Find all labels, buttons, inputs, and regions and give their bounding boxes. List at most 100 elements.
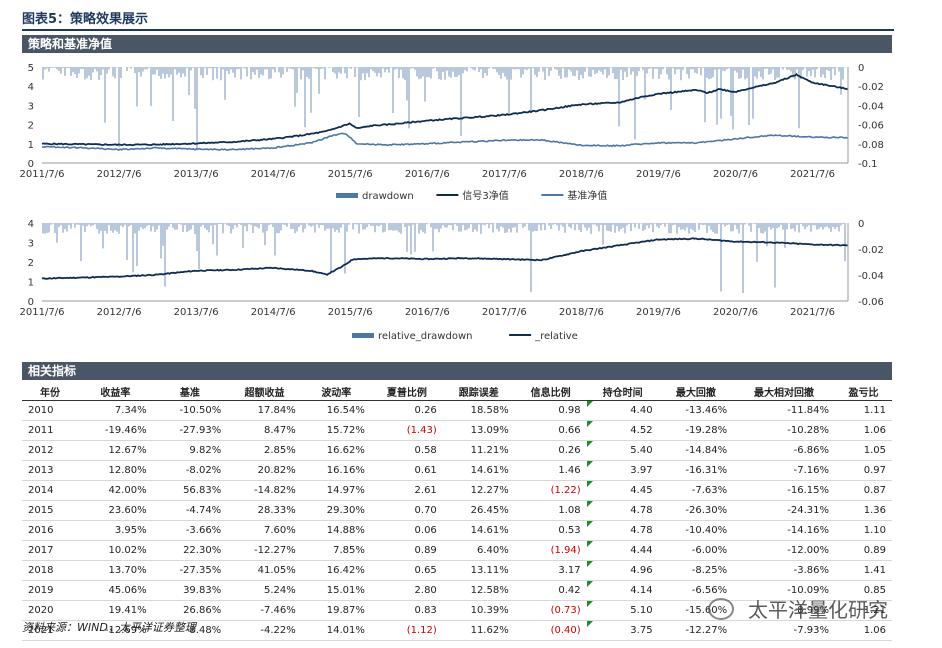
table-cell: 0.58	[370, 440, 443, 461]
cell-flag-icon	[586, 601, 593, 607]
table-row: 2011 -19.46% -27.93% 8.47% 15.72% (1.43) 13.09…	[22, 420, 892, 441]
y-right-tick: -0.06	[858, 121, 884, 132]
table-header-cell: 收益率	[78, 382, 153, 401]
table-cell: -12.27%	[227, 540, 302, 561]
table-header-row: 年份 收益率 基准 超额收益 波动率 夏普比例 跟踪误差 信息比例 持仓时间 最大回撤 最大相对回撤…	[22, 382, 892, 401]
table-cell: 0.26	[514, 440, 587, 461]
table-cell: 9.82%	[152, 440, 228, 461]
table-cell: (0.73)	[514, 600, 587, 621]
x-tick-label: 2013/7/6	[174, 307, 219, 318]
table-cell: 1.41	[835, 560, 892, 581]
table-cell: 12.67%	[78, 440, 153, 461]
series-line-strategy	[41, 237, 848, 280]
table-cell: 2013	[22, 460, 79, 481]
table-cell: 5.24%	[227, 580, 302, 601]
table-cell: 1.36	[835, 500, 892, 521]
table-cell: -3.86%	[733, 560, 835, 581]
table-cell: 26.45%	[442, 500, 515, 521]
y-right-tick: 0	[858, 219, 864, 230]
legend-swatch	[336, 193, 358, 198]
table-cell: 0.66	[514, 420, 587, 441]
table-cell: 3.75	[586, 620, 659, 641]
y-left-tick: 4	[28, 82, 34, 93]
table-cell: -8.48%	[152, 620, 228, 641]
table-cell: 0.06	[370, 520, 443, 541]
x-tick-label: 2020/7/6	[713, 169, 758, 180]
table-cell: 14.88%	[301, 520, 371, 541]
table-cell: 2011	[22, 420, 79, 441]
table-cell: 0.89	[370, 540, 443, 561]
table-cell: 1.10	[835, 520, 892, 541]
x-tick-label: 2019/7/6	[636, 307, 681, 318]
table-cell: (1.12)	[370, 620, 443, 641]
table-cell: 12.58%	[442, 580, 515, 601]
table-cell: 10.02%	[78, 540, 153, 561]
table-cell: 1.08	[514, 500, 587, 521]
table-cell: 29.30%	[301, 500, 371, 521]
y-right-tick: -0.1	[858, 159, 878, 170]
table-cell: 0.26	[370, 400, 443, 421]
legend-label: 信号3净值	[462, 189, 508, 202]
cell-flag-icon	[586, 521, 593, 527]
table-header-cell: 夏普比例	[370, 382, 443, 401]
table-cell: 45.06%	[78, 580, 153, 601]
x-tick-label: 2012/7/6	[97, 169, 142, 180]
table-row: 2019 45.06% 39.83% 5.24% 15.01% 2.80 12.58% 0.4…	[22, 580, 892, 601]
y-left-tick: 1	[28, 140, 34, 151]
table-cell: -7.93%	[733, 620, 835, 641]
table-header-cell: 跟踪误差	[442, 382, 515, 401]
y-right-tick: -0.04	[858, 271, 884, 282]
table-cell: 0.85	[835, 580, 892, 601]
cell-flag-icon	[586, 501, 593, 507]
table-cell: 41.05%	[227, 560, 302, 581]
x-tick-label: 2015/7/6	[328, 307, 373, 318]
x-tick-label: 2019/7/6	[636, 169, 681, 180]
metrics-table: 年份 收益率 基准 超额收益 波动率 夏普比例 跟踪误差 信息比例 持仓时间 最大回撤 最大相对回撤…	[22, 382, 892, 641]
table-cell: -16.15%	[733, 480, 835, 501]
table-cell: -6.56%	[658, 580, 734, 601]
table-cell: 19.87%	[301, 600, 371, 621]
table-cell: 1.11	[835, 400, 892, 421]
table-cell: -7.63%	[658, 480, 734, 501]
table-cell: 3.97	[586, 460, 659, 481]
table-cell: 0.53	[514, 520, 587, 541]
table-cell: -24.31%	[733, 500, 835, 521]
table-cell: 2016	[22, 520, 79, 541]
table-cell: -14.16%	[733, 520, 835, 541]
table-cell: 2019	[22, 580, 79, 601]
table-cell: 2.61	[370, 480, 443, 501]
table-cell: 0.65	[370, 560, 443, 581]
cell-flag-icon	[586, 581, 593, 587]
x-tick-label: 2014/7/6	[251, 307, 296, 318]
table-cell: 42.00%	[78, 480, 153, 501]
y-left-tick: 1	[28, 278, 34, 289]
table-cell: -8.25%	[658, 560, 734, 581]
table-header-cell: 年份	[22, 382, 79, 401]
cell-flag-icon	[586, 621, 593, 627]
table-cell: -11.84%	[733, 400, 835, 421]
y-right-tick: -0.06	[858, 297, 884, 308]
legend-label: relative_drawdown	[378, 331, 472, 342]
table-cell: 2017	[22, 540, 79, 561]
x-tick-label: 2013/7/6	[174, 169, 219, 180]
table-row: 2017 10.02% 22.30% -12.27% 7.85% 0.89 6.40% (1.…	[22, 540, 892, 561]
table-cell: 11.21%	[442, 440, 515, 461]
y-left-tick: 5	[28, 63, 34, 74]
y-right-tick: -0.02	[858, 82, 884, 93]
table-cell: 18.58%	[442, 400, 515, 421]
cell-flag-icon	[586, 561, 593, 567]
table-cell: 14.61%	[442, 520, 515, 541]
table-cell: (0.40)	[514, 620, 587, 641]
table-cell: 0.42	[514, 580, 587, 601]
table-cell: (1.43)	[370, 420, 443, 441]
y-right-tick: -0.08	[858, 140, 884, 151]
x-tick-label: 2011/7/6	[20, 307, 65, 318]
table-cell: -8.99%	[733, 600, 835, 621]
x-tick-label: 2021/7/6	[790, 169, 835, 180]
legend-label: _relative	[534, 331, 578, 342]
table-row: 2013 12.80% -8.02% 20.82% 16.16% 0.61 14.61% 1.…	[22, 460, 892, 481]
table-cell: 11.62%	[442, 620, 515, 641]
table-cell: -6.86%	[733, 440, 835, 461]
table-header-cell: 波动率	[301, 382, 371, 401]
table-cell: 16.54%	[301, 400, 371, 421]
